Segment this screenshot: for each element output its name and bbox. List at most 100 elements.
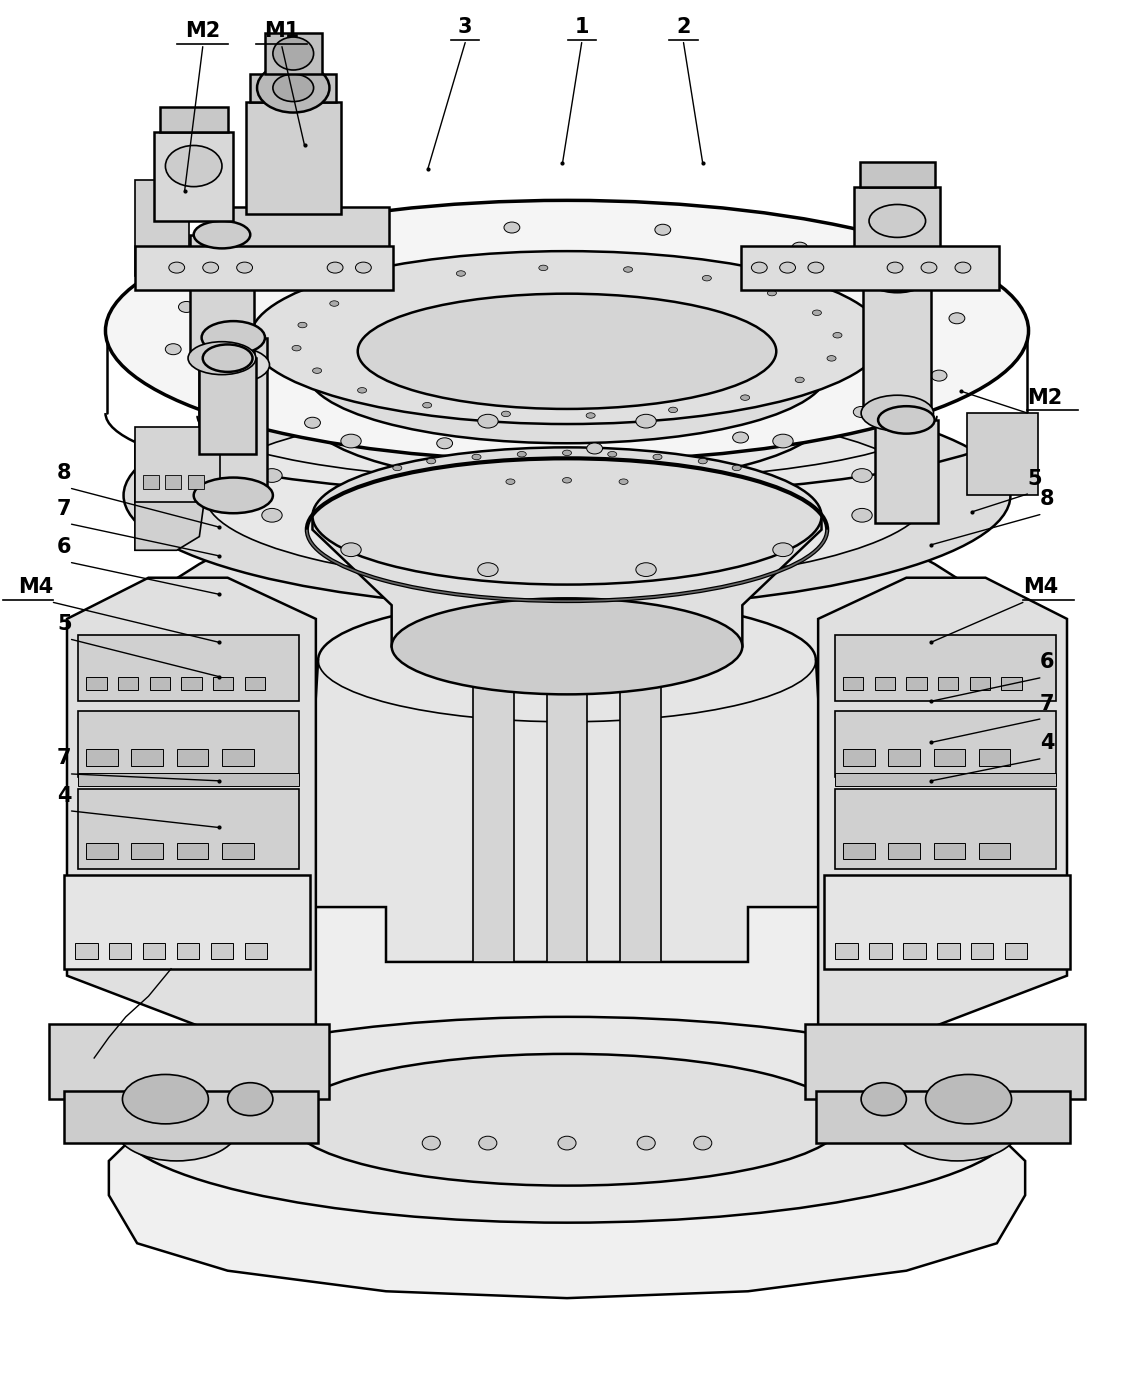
Bar — [245, 676, 265, 690]
Ellipse shape — [426, 458, 435, 463]
Bar — [211, 943, 234, 960]
Polygon shape — [67, 578, 316, 1030]
Ellipse shape — [752, 263, 768, 274]
Ellipse shape — [330, 301, 339, 307]
Bar — [143, 474, 159, 488]
Bar — [222, 749, 254, 766]
Bar — [135, 180, 189, 276]
Ellipse shape — [586, 443, 602, 454]
Ellipse shape — [558, 1136, 576, 1150]
Bar — [150, 676, 170, 690]
Bar — [200, 338, 268, 495]
Ellipse shape — [869, 205, 925, 238]
Ellipse shape — [733, 465, 742, 470]
Ellipse shape — [194, 477, 273, 513]
Text: 4: 4 — [57, 785, 71, 806]
Ellipse shape — [654, 224, 670, 235]
Text: 7: 7 — [57, 748, 71, 769]
Bar — [166, 474, 181, 488]
Ellipse shape — [203, 345, 253, 371]
Text: 1: 1 — [575, 16, 589, 37]
Ellipse shape — [780, 263, 796, 274]
Ellipse shape — [105, 201, 1029, 461]
Bar — [188, 474, 204, 488]
Ellipse shape — [949, 312, 965, 323]
Ellipse shape — [479, 1136, 497, 1150]
Ellipse shape — [262, 469, 282, 483]
Bar — [979, 843, 1010, 859]
Bar — [1005, 943, 1027, 960]
Ellipse shape — [422, 1136, 440, 1150]
Ellipse shape — [637, 1136, 655, 1150]
Ellipse shape — [931, 370, 947, 381]
Bar — [888, 843, 920, 859]
Text: 8: 8 — [57, 463, 71, 483]
Ellipse shape — [298, 322, 307, 327]
Ellipse shape — [741, 395, 750, 400]
Bar — [251, 74, 336, 102]
Bar — [970, 676, 990, 690]
Ellipse shape — [955, 263, 971, 274]
Ellipse shape — [853, 407, 869, 418]
Bar — [869, 943, 891, 960]
Bar — [143, 943, 166, 960]
Text: M4: M4 — [18, 578, 53, 597]
Ellipse shape — [456, 271, 465, 276]
Ellipse shape — [210, 384, 226, 395]
Ellipse shape — [166, 344, 181, 355]
Ellipse shape — [795, 377, 804, 382]
Bar — [835, 635, 1056, 701]
Text: 6: 6 — [1040, 652, 1055, 672]
Ellipse shape — [472, 454, 481, 459]
Bar — [843, 843, 874, 859]
Ellipse shape — [178, 301, 194, 312]
Bar — [181, 676, 202, 690]
Ellipse shape — [865, 260, 929, 293]
Ellipse shape — [861, 395, 933, 430]
Text: M2: M2 — [185, 21, 220, 41]
Ellipse shape — [772, 543, 793, 557]
Ellipse shape — [247, 264, 263, 275]
Bar — [835, 711, 1056, 777]
Ellipse shape — [586, 412, 595, 418]
Ellipse shape — [699, 458, 708, 463]
Ellipse shape — [384, 283, 393, 289]
Bar — [246, 102, 340, 214]
Ellipse shape — [669, 407, 678, 412]
Ellipse shape — [702, 275, 711, 280]
Ellipse shape — [357, 294, 777, 408]
Ellipse shape — [437, 437, 452, 448]
Bar — [874, 676, 895, 690]
Bar — [473, 660, 514, 962]
Text: 3: 3 — [458, 16, 473, 37]
Ellipse shape — [833, 333, 841, 338]
Polygon shape — [245, 660, 282, 852]
Ellipse shape — [197, 348, 270, 382]
Text: 2: 2 — [676, 16, 691, 37]
Bar — [245, 943, 268, 960]
Bar — [835, 773, 1056, 786]
Bar — [854, 187, 940, 276]
Ellipse shape — [355, 263, 371, 274]
Ellipse shape — [341, 434, 362, 448]
Ellipse shape — [166, 146, 222, 187]
Bar — [843, 749, 874, 766]
Bar — [154, 132, 234, 221]
Ellipse shape — [273, 37, 314, 70]
Ellipse shape — [636, 562, 657, 576]
Ellipse shape — [188, 342, 256, 374]
Bar — [177, 843, 209, 859]
Ellipse shape — [273, 74, 314, 102]
Ellipse shape — [313, 368, 322, 374]
Ellipse shape — [807, 263, 823, 274]
Ellipse shape — [307, 301, 827, 443]
Bar — [843, 676, 863, 690]
Text: 7: 7 — [1040, 693, 1055, 714]
Text: 4: 4 — [1040, 733, 1055, 754]
Ellipse shape — [503, 221, 519, 232]
Bar — [64, 1090, 319, 1143]
Bar — [938, 676, 958, 690]
Ellipse shape — [341, 543, 362, 557]
Bar — [135, 426, 220, 502]
Ellipse shape — [925, 1074, 1012, 1123]
